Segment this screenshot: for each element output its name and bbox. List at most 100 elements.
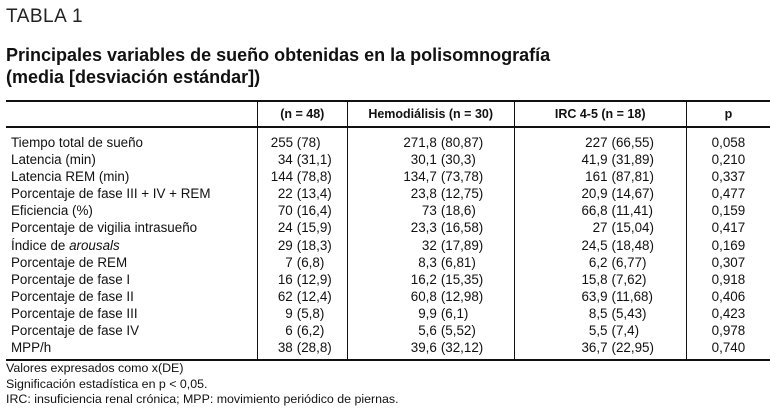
- mean-value: 34: [277, 152, 293, 168]
- mean-value: 66,8: [581, 203, 608, 219]
- table-row: Porcentaje de fase I 16 (12,9) 16,2 (15,35) 1…: [6, 270, 770, 288]
- table-row: Porcentaje de fase III + IV + REM 22 (13,4…: [6, 185, 770, 203]
- mean-value: 22: [277, 186, 293, 202]
- mean-value: 134,7: [403, 169, 437, 185]
- mean-value: 32: [421, 237, 437, 253]
- irc-cell: 6,2 (6,77): [513, 253, 687, 271]
- row-label: MPP/h: [6, 339, 258, 362]
- row-label: Índice de arousals: [11, 237, 120, 253]
- table-row: Porcentaje de fase IV 6 (6,2) 5,6 (5,52) 5,5(…: [6, 322, 770, 340]
- footnote-values: Valores expresados como x(DE): [6, 361, 184, 375]
- mean-value: 29: [277, 237, 293, 253]
- row-label: Porcentaje de fase III + IV + REM: [11, 186, 211, 202]
- mean-value: 161: [585, 169, 608, 185]
- x-bar-symbol: x: [151, 361, 158, 375]
- mean-value: 15,8: [581, 271, 608, 287]
- total-cell: 34 (31,1): [256, 151, 348, 169]
- sd-value: (11,41): [611, 203, 653, 219]
- total-cell: 38 (28,8): [256, 339, 348, 362]
- header-variable: [6, 100, 258, 128]
- sd-value: (17,89): [440, 237, 484, 253]
- hemodialisis-cell: 23,8 (12,75): [346, 185, 515, 203]
- hemodialisis-cell: 39,6 (32,12): [346, 339, 515, 362]
- mean-value: 60,8: [410, 288, 437, 304]
- sd-value: (78): [296, 135, 321, 150]
- sd-value: (28,8): [296, 340, 332, 356]
- p-value-cell: 0,918: [685, 270, 770, 288]
- irc-cell: 20,9 (14,67): [513, 185, 687, 203]
- row-label: Tiempo total de sueño: [11, 135, 144, 150]
- sd-value: (16,4): [296, 203, 332, 219]
- irc-cell: 24,5 (18,48): [513, 236, 687, 254]
- p-value-cell: 0,406: [685, 287, 770, 305]
- row-label: Porcentaje de fase IV: [11, 323, 140, 339]
- mean-value: 70: [277, 203, 293, 219]
- mean-value: 5,6: [418, 323, 437, 339]
- table-row: Latencia (min) 34 (31,1) 30,1 (30,3) 41,9 (31,…: [6, 151, 770, 169]
- mean-value: 23,3: [410, 220, 437, 236]
- total-cell: 9 (5,8): [256, 304, 348, 323]
- sd-value: (11,68): [611, 288, 653, 304]
- row-label: Latencia REM (min): [11, 169, 130, 185]
- total-cell: 29 (18,3): [256, 236, 348, 254]
- sd-value: (6,1): [440, 305, 469, 321]
- row-label: Porcentaje de REM: [11, 254, 128, 270]
- hemodialisis-cell: 8,3 (6,81): [346, 253, 515, 271]
- sd-value: (12,4): [296, 288, 332, 304]
- p-value-cell: 0,423: [685, 304, 770, 323]
- row-label: Porcentaje de fase II: [11, 288, 134, 304]
- row-label: Latencia (min): [11, 152, 96, 168]
- mean-value: 9,9: [418, 305, 437, 321]
- sd-value: (5,52): [440, 323, 476, 339]
- sd-value: (12,9): [296, 271, 332, 287]
- p-value-cell: 0,058: [685, 127, 770, 152]
- hemodialisis-cell: 23,3 (16,58): [346, 219, 515, 237]
- irc-cell: 8,5 (5,43): [513, 304, 687, 323]
- table-row: Tiempo total de sueño 255 (78) 271,8 (80,87)…: [6, 127, 770, 152]
- p-value-cell: 0,159: [685, 202, 770, 220]
- sd-value: (5,8): [296, 305, 325, 321]
- sd-value: (18,3): [296, 237, 332, 253]
- sd-value: (7,4): [611, 323, 640, 339]
- table-number-label: TABLA 1: [6, 6, 84, 27]
- mean-value: 24,5: [581, 237, 608, 253]
- total-cell: 62 (12,4): [256, 287, 348, 305]
- sd-value: (78,8): [296, 169, 332, 185]
- table-row: Porcentaje de REM 7 (6,8) 8,3 (6,81) 6,2 (6,77…: [6, 253, 770, 271]
- table-row: Latencia REM (min) 144 (78,8) 134,7 (73,78) 1…: [6, 168, 770, 186]
- mean-value: 227: [585, 135, 608, 150]
- sd-value: (15,9): [296, 220, 332, 236]
- hemodialisis-cell: 16,2 (15,35): [346, 270, 515, 288]
- irc-cell: 41,9 (31,89): [513, 151, 687, 169]
- irc-cell: 161 (87,81): [513, 168, 687, 186]
- total-cell: 144 (78,8): [256, 168, 348, 186]
- table-header-row: (n = 48) Hemodiálisis (n = 30) IRC 4-5 (…: [6, 100, 770, 128]
- mean-value: 73: [421, 203, 437, 219]
- header-p-value: p: [685, 100, 770, 128]
- mean-value: 23,8: [410, 186, 437, 202]
- p-value-cell: 0,337: [685, 168, 770, 186]
- mean-value: 144: [270, 169, 294, 185]
- mean-value: 9: [285, 305, 293, 321]
- total-cell: 16 (12,9): [256, 270, 348, 288]
- hemodialisis-cell: 134,7 (73,78): [346, 168, 515, 186]
- total-cell: 255 (78): [256, 127, 348, 152]
- hemodialisis-cell: 60,8 (12,98): [346, 287, 515, 305]
- hemodialisis-cell: 32 (17,89): [346, 236, 515, 254]
- p-value-cell: 0,307: [685, 253, 770, 271]
- hemodialisis-cell: 271,8 (80,87): [346, 127, 515, 152]
- irc-cell: 63,9 (11,68): [513, 287, 687, 305]
- mean-value: 5,5: [588, 323, 608, 339]
- hemodialisis-cell: 5,6 (5,52): [346, 322, 515, 340]
- p-value-cell: 0,740: [685, 339, 770, 362]
- table-title-line-1: Principales variables de sueño obtenidas…: [6, 45, 551, 65]
- p-value-cell: 0,210: [685, 151, 770, 169]
- sd-value: (80,87): [440, 135, 484, 150]
- hemodialisis-cell: 30,1 (30,3): [346, 151, 515, 169]
- sd-value: (12,98): [440, 288, 484, 304]
- sd-value: (14,67): [611, 186, 654, 202]
- total-cell: 7 (6,8): [256, 253, 348, 271]
- mean-value: 255: [270, 135, 294, 150]
- sd-value: (18,48): [611, 237, 654, 253]
- sd-value: (16,58): [440, 220, 484, 236]
